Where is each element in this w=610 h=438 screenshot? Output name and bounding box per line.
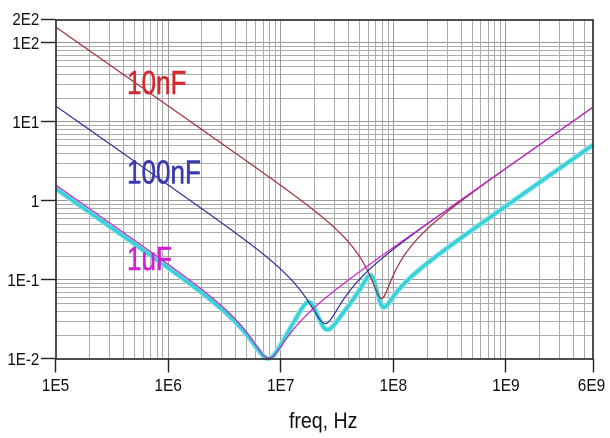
svg-text:10nF: 10nF: [127, 65, 186, 102]
svg-text:1E-2: 1E-2: [7, 349, 39, 370]
svg-text:6E9: 6E9: [578, 375, 606, 395]
svg-text:2E2: 2E2: [12, 9, 39, 30]
svg-text:1E2: 1E2: [12, 33, 39, 54]
svg-text:1E-1: 1E-1: [7, 270, 39, 291]
svg-text:freq, Hz: freq, Hz: [289, 409, 358, 433]
svg-text:1E8: 1E8: [380, 375, 408, 395]
svg-text:1E6: 1E6: [154, 375, 182, 395]
svg-text:1E5: 1E5: [42, 375, 70, 395]
svg-text:1: 1: [31, 191, 39, 212]
svg-text:1E7: 1E7: [267, 375, 295, 395]
svg-text:1uF: 1uF: [127, 241, 172, 278]
svg-text:1E1: 1E1: [12, 112, 39, 133]
svg-text:1E9: 1E9: [492, 375, 520, 395]
svg-text:100nF: 100nF: [127, 155, 201, 192]
